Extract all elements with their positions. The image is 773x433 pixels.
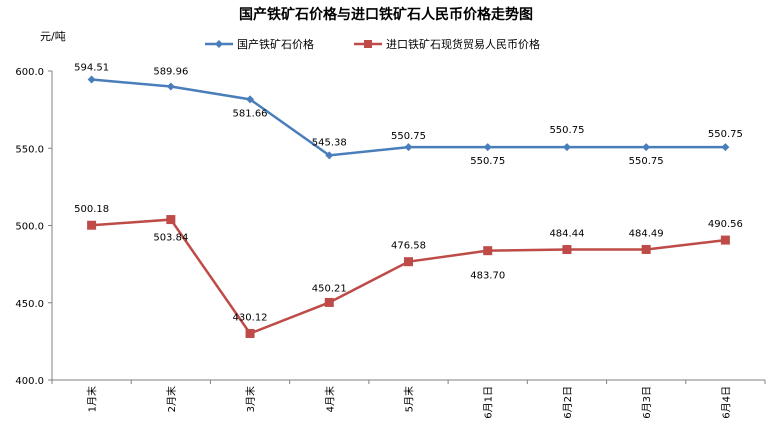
data-label-s0-1: 589.96 [153,67,188,78]
data-label-s0-8: 550.75 [708,129,743,140]
legend-label-imported: 进口铁矿石现货贸易人民币价格 [386,37,540,51]
y-tick-label: 600.0 [15,67,44,78]
data-label-s1-6: 484.44 [549,229,584,240]
data-label-s1-3: 450.21 [312,283,347,294]
data-label-s0-2: 581.66 [233,108,268,119]
x-tick-label: 1月末 [86,386,99,412]
data-label-s0-3: 545.38 [312,137,347,148]
data-point-s1-8 [720,235,730,245]
data-label-s0-5: 550.75 [470,156,505,167]
y-tick-label: 500.0 [15,222,44,233]
data-point-s1-4 [404,257,413,267]
x-tick-label: 6月3日 [641,386,653,419]
data-point-s0-6 [562,143,571,152]
data-point-s1-0 [87,220,97,230]
legend-item-imported: 进口铁矿石现货贸易人民币价格 [354,37,540,51]
data-point-s0-2 [246,95,255,104]
data-label-s1-1: 503.84 [153,233,188,244]
data-point-s0-3 [325,151,334,160]
legend-label-domestic: 国产铁矿石价格 [237,37,314,51]
x-tick-label: 6月1日 [483,386,495,419]
legend-marker-imported [364,40,372,48]
y-axis-unit: 元/吨 [40,30,66,43]
x-tick-label: 5月末 [403,386,416,412]
x-tick-label: 3月末 [244,386,257,412]
data-point-s0-4 [404,143,413,152]
legend: 国产铁矿石价格 进口铁矿石现货贸易人民币价格 [205,37,540,51]
data-point-s1-3 [324,297,334,307]
data-label-s0-6: 550.75 [549,125,584,136]
data-point-s1-6 [562,245,572,255]
y-tick-label: 450.0 [15,299,44,310]
data-point-s1-2 [245,328,255,338]
data-point-s0-0 [87,75,96,84]
x-tick-label: 2月末 [165,386,178,412]
legend-item-domestic: 国产铁矿石价格 [205,37,314,51]
data-point-s1-7 [641,244,651,254]
y-tick-label: 400.0 [15,376,44,387]
data-point-s1-1 [166,215,176,225]
x-tick-label: 6月2日 [562,386,574,419]
data-point-s0-5 [483,143,492,152]
data-point-s0-7 [642,143,651,152]
data-label-s1-0: 500.18 [74,204,109,215]
legend-marker-domestic [215,40,223,48]
data-label-s0-4: 550.75 [391,131,426,142]
data-label-s1-2: 430.12 [233,312,268,323]
chart-title: 国产铁矿石价格与进口铁矿石人民币价格走势图 [239,6,533,23]
plot-area: 400.0 450.0 500.0 550.0 600.0 1月末 2月末 3月末 4月末 5月末… [15,62,766,419]
data-point-s1-5 [483,246,493,256]
data-label-s1-4: 476.58 [391,241,426,252]
data-label-s0-0: 594.51 [74,62,109,73]
data-label-s1-7: 484.49 [629,228,664,239]
x-tick-label: 4月末 [323,386,336,412]
data-label-s0-7: 550.75 [629,156,664,167]
data-label-s1-5: 483.70 [470,271,505,282]
data-point-s0-8 [721,143,730,152]
data-label-s1-8: 490.56 [708,219,743,230]
x-tick-label: 6月4日 [720,386,732,419]
data-point-s0-1 [166,82,175,91]
y-tick-label: 550.0 [15,144,44,155]
